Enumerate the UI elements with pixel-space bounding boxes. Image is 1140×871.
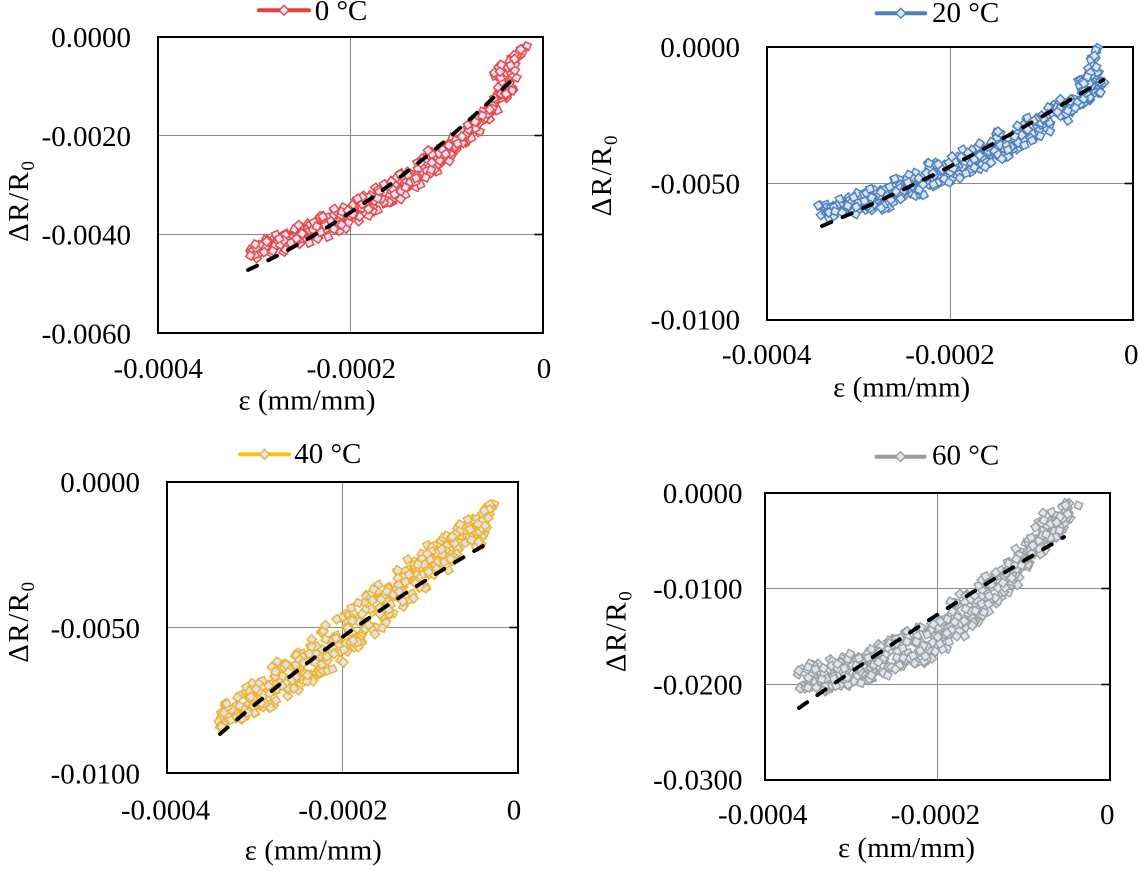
svg-text:-0.0002: -0.0002	[298, 795, 387, 827]
svg-text:-0.0004: -0.0004	[121, 795, 211, 827]
svg-text:ε (mm/mm): ε (mm/mm)	[238, 385, 375, 417]
svg-text:0 °C: 0 °C	[315, 0, 368, 27]
svg-text:0: 0	[1124, 339, 1139, 371]
svg-text:60 °C: 60 °C	[932, 440, 999, 472]
svg-text:ε (mm/mm): ε (mm/mm)	[833, 372, 970, 404]
svg-text:-0.0020: -0.0020	[42, 121, 131, 153]
svg-text:-0.0002: -0.0002	[905, 339, 994, 371]
svg-text:0.0000: 0.0000	[60, 467, 140, 499]
svg-text:-0.0060: -0.0060	[42, 318, 131, 350]
svg-text:0.0000: 0.0000	[660, 32, 740, 64]
svg-text:-0.0002: -0.0002	[891, 799, 980, 831]
svg-text:-0.0100: -0.0100	[651, 305, 740, 337]
svg-text:ΔR/R0: ΔR/R0	[3, 580, 39, 662]
svg-text:-0.0200: -0.0200	[653, 669, 742, 701]
svg-text:-0.0004: -0.0004	[722, 339, 812, 371]
svg-text:-0.0100: -0.0100	[51, 759, 140, 791]
svg-text:ΔR/R0: ΔR/R0	[586, 134, 622, 216]
svg-text:ε (mm/mm): ε (mm/mm)	[245, 835, 382, 867]
svg-text:ΔR/R0: ΔR/R0	[3, 159, 39, 241]
svg-text:-0.0050: -0.0050	[651, 168, 740, 200]
svg-text:-0.0004: -0.0004	[113, 353, 203, 385]
svg-text:0: 0	[1100, 799, 1115, 831]
svg-text:0: 0	[537, 353, 552, 385]
svg-text:ΔR/R0: ΔR/R0	[601, 590, 637, 672]
svg-text:-0.0300: -0.0300	[653, 765, 742, 797]
svg-text:ε (mm/mm): ε (mm/mm)	[838, 832, 975, 864]
svg-text:-0.0004: -0.0004	[718, 799, 808, 831]
svg-text:-0.0100: -0.0100	[653, 574, 742, 606]
svg-text:0: 0	[507, 795, 522, 827]
svg-text:20 °C: 20 °C	[932, 0, 999, 29]
svg-text:-0.0002: -0.0002	[307, 353, 396, 385]
svg-text:-0.0050: -0.0050	[51, 613, 140, 645]
svg-text:-0.0040: -0.0040	[42, 220, 131, 252]
svg-text:0.0000: 0.0000	[51, 22, 131, 54]
svg-text:40 °C: 40 °C	[294, 438, 361, 470]
svg-text:0.0000: 0.0000	[663, 478, 743, 510]
